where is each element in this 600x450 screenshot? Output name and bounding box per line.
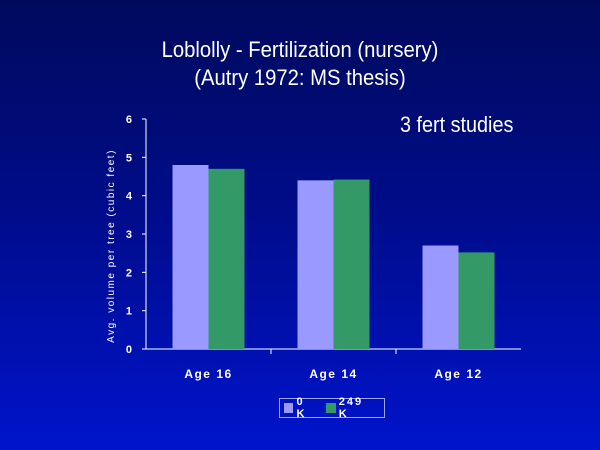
y-tick-label-3: 3 — [126, 229, 132, 241]
title-line-1: Loblolly - Fertilization (nursery) — [161, 37, 439, 62]
bar-age-14-249k — [333, 179, 370, 349]
y-tick-label-6: 6 — [126, 114, 132, 126]
legend: 0 K 249 K — [279, 396, 385, 420]
x-tick-label-age-14: Age 14 — [309, 367, 357, 381]
y-tick-label-5: 5 — [126, 152, 132, 164]
bar-age-14-0k — [297, 180, 334, 349]
chart-title: Loblolly - Fertilization (nursery) (Autr… — [0, 36, 600, 92]
annotation-text: 3 fert studies — [400, 112, 514, 137]
bar-age-12-0k — [422, 245, 459, 349]
legend-swatch-249k — [326, 403, 336, 413]
bar-age-12-249k — [458, 252, 495, 349]
x-tick-label-age-12: Age 12 — [434, 367, 482, 381]
y-tick-label-0: 0 — [126, 344, 132, 356]
bar-age-16-0k — [172, 165, 209, 349]
y-axis-title: Avg. volume per tree (cubic feet) — [106, 149, 117, 343]
y-tick-label-4: 4 — [126, 191, 133, 203]
x-tick-label-age-16: Age 16 — [184, 367, 232, 381]
title-line-2: (Autry 1972: MS thesis) — [194, 65, 406, 90]
legend-label-0k: 0 K — [296, 396, 307, 420]
legend-label-249k: 249 K — [338, 396, 364, 420]
y-tick-label-1: 1 — [126, 306, 132, 318]
y-tick-label-2: 2 — [126, 267, 132, 279]
legend-swatch-0k — [284, 403, 294, 413]
legend-item-0k: 0 K — [284, 396, 318, 420]
bar-age-16-249k — [208, 168, 245, 349]
legend-item-249k: 249 K — [326, 396, 376, 420]
